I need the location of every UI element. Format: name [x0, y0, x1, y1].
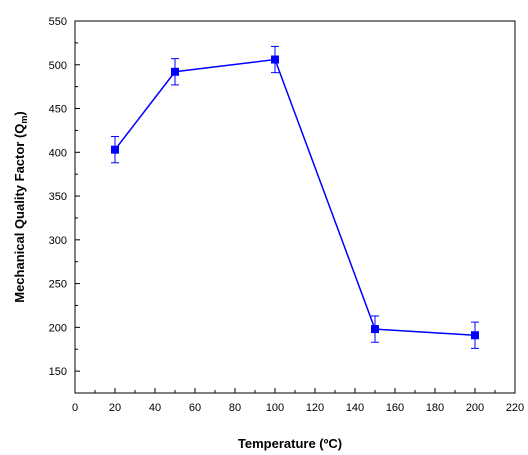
data-point	[271, 55, 279, 64]
x-tick-label: 20	[109, 402, 121, 414]
y-tick-label: 200	[49, 322, 67, 334]
data-point	[171, 67, 179, 76]
x-axis-title: Temperature (ºC)	[238, 436, 342, 451]
y-tick-label: 400	[49, 147, 67, 159]
y-tick-label: 350	[49, 191, 67, 203]
y-tick-label: 250	[49, 279, 67, 291]
x-tick-label: 0	[72, 402, 78, 414]
x-tick-label: 200	[466, 402, 484, 414]
plot-frame	[74, 20, 516, 394]
y-axis-title-subscript: m	[19, 116, 29, 124]
x-tick-label: 220	[506, 402, 524, 414]
x-tick-label: 140	[346, 402, 364, 414]
series-line	[114, 58, 476, 336]
y-tick-label: 450	[49, 104, 67, 116]
x-tick-label: 160	[386, 402, 404, 414]
y-tick-label: 550	[49, 16, 67, 28]
data-point	[371, 325, 379, 334]
x-tick-label: 80	[229, 402, 241, 414]
x-tick-label: 180	[426, 402, 444, 414]
y-tick-label: 500	[49, 60, 67, 72]
x-tick-label: 40	[149, 402, 161, 414]
y-tick-label: 150	[49, 366, 67, 378]
data-point	[471, 331, 479, 340]
x-tick-label: 60	[189, 402, 201, 414]
y-tick-label: 300	[49, 235, 67, 247]
x-tick-label: 100	[266, 402, 284, 414]
data-point	[111, 145, 119, 154]
x-tick-label: 120	[306, 402, 324, 414]
y-axis-title: Mechanical Quality Factor (Qm)	[12, 111, 29, 303]
y-axis-title-suffix: )	[12, 111, 27, 115]
